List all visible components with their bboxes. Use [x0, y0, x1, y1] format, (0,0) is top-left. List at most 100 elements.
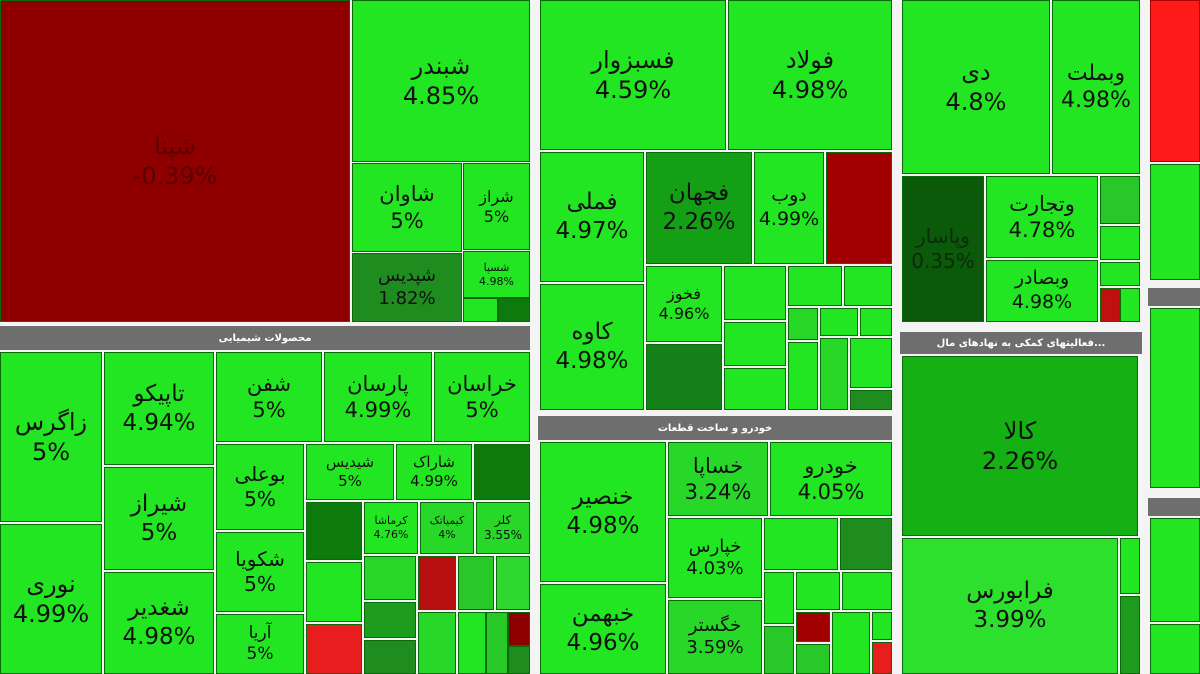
change-label: 4.99% — [344, 398, 412, 422]
tile[interactable]: فرابورس 3.99% — [902, 538, 1118, 674]
tile[interactable]: دی 4.8% — [902, 0, 1050, 174]
tile[interactable]: شبندر 4.85% — [352, 0, 530, 162]
tile[interactable]: وتجارت 4.78% — [986, 176, 1098, 258]
change-label: 1.82% — [378, 287, 436, 309]
change-label: 3.24% — [684, 480, 752, 504]
change-label: 4.78% — [1008, 218, 1076, 242]
ticker: فسبزوار — [591, 46, 675, 74]
ticker: پارسان — [347, 371, 409, 396]
tile[interactable]: بوعلی 5% — [216, 444, 304, 530]
change-label: 5% — [244, 487, 276, 511]
tile[interactable]: خگستر 3.59% — [668, 600, 762, 674]
tile — [498, 298, 530, 322]
tile[interactable]: وپاسار 0.35% — [902, 176, 984, 322]
ticker: وبملت — [1066, 60, 1126, 86]
tile[interactable]: فملی 4.97% — [540, 152, 644, 282]
tile — [764, 518, 838, 570]
tile[interactable]: شاراک 4.99% — [396, 444, 472, 500]
ticker: شیراز — [130, 490, 188, 517]
tile — [646, 344, 722, 410]
tile — [458, 556, 494, 610]
tile — [850, 338, 892, 388]
tile[interactable]: خپارس 4.03% — [668, 518, 762, 598]
ticker: فجهان — [668, 180, 730, 207]
ticker: کلر — [494, 513, 512, 527]
ticker: شبندر — [411, 52, 471, 80]
ticker: دوب — [771, 184, 807, 207]
change-label: 5% — [246, 644, 274, 664]
change-label: 5% — [31, 438, 71, 466]
change-label: 4.85% — [402, 82, 480, 110]
change-label: 5% — [252, 398, 286, 422]
tile[interactable]: زاگرس 5% — [0, 352, 102, 522]
change-label: 4.76% — [373, 528, 409, 541]
tile[interactable]: شپدیس 1.82% — [352, 253, 462, 322]
tile[interactable]: خنصیر 4.98% — [540, 442, 666, 582]
tile — [508, 646, 530, 674]
tile[interactable]: کالا 2.26% — [902, 356, 1138, 536]
tile — [826, 152, 892, 264]
ticker: شیدیس — [325, 453, 375, 472]
tile[interactable]: خبهمن 4.96% — [540, 584, 666, 674]
tile[interactable]: آریا 5% — [216, 614, 304, 674]
tile[interactable]: وبملت 4.98% — [1052, 0, 1140, 174]
change-label: 3.55% — [483, 528, 523, 542]
ticker: خنصیر — [572, 484, 634, 511]
tile — [788, 308, 818, 340]
ticker: فرابورس — [966, 578, 1054, 605]
tile[interactable]: شکویا 5% — [216, 532, 304, 612]
tile[interactable]: پارسان 4.99% — [324, 352, 432, 442]
tile[interactable]: فسبزوار 4.59% — [540, 0, 726, 150]
tile[interactable]: شاوان 5% — [352, 163, 462, 252]
tile[interactable]: وبصادر 4.98% — [986, 260, 1098, 322]
tile[interactable]: خساپا 3.24% — [668, 442, 768, 516]
tile — [364, 556, 416, 600]
tile[interactable]: کلر 3.55% — [476, 502, 530, 554]
tile — [764, 626, 794, 674]
tile[interactable]: شیدیس 5% — [306, 444, 394, 500]
tile[interactable]: نوری 4.99% — [0, 524, 102, 674]
tile — [306, 624, 362, 674]
change-label: 5% — [483, 206, 510, 226]
tile — [1100, 288, 1120, 322]
ticker: وپاسار — [916, 224, 970, 248]
tile[interactable]: دوب 4.99% — [754, 152, 824, 264]
tile — [364, 602, 416, 638]
tile[interactable]: فولاد 4.98% — [728, 0, 892, 150]
tile[interactable]: شیراز 5% — [104, 467, 214, 570]
tile[interactable]: شراز 5% — [463, 163, 530, 250]
ticker: کاوه — [571, 319, 613, 346]
tile[interactable]: فجهان 2.26% — [646, 152, 752, 264]
change-label: 4.98% — [566, 513, 640, 539]
change-label: 4.98% — [122, 624, 196, 650]
tile — [1120, 538, 1140, 594]
ticker: فملی — [566, 189, 618, 216]
change-label: 4.59% — [594, 76, 672, 104]
tile[interactable]: شپنا -0.39% — [0, 0, 350, 322]
tile[interactable]: فخوز 4.96% — [646, 266, 722, 342]
tile — [1150, 0, 1200, 162]
tile[interactable]: شسپا 4.98% — [463, 251, 530, 298]
tile[interactable]: کیمیاتک 4% — [420, 502, 474, 554]
tile — [850, 390, 892, 410]
tile[interactable]: کرماشا 4.76% — [364, 502, 418, 554]
tile — [796, 572, 840, 610]
ticker: کیمیاتک — [429, 514, 465, 528]
tile — [463, 298, 498, 322]
change-label: 5% — [338, 472, 362, 490]
tile — [306, 502, 362, 560]
change-label: 5% — [390, 208, 424, 233]
tile[interactable]: تاپیکو 4.94% — [104, 352, 214, 465]
tile[interactable]: شغدیر 4.98% — [104, 572, 214, 674]
section-header — [1148, 288, 1200, 306]
change-label: 4.96% — [566, 630, 640, 656]
ticker: شفن — [246, 371, 292, 396]
change-label: 4.98% — [1011, 291, 1073, 313]
tile[interactable]: خراسان 5% — [434, 352, 530, 442]
change-label: 4.99% — [12, 600, 90, 628]
tile[interactable]: شفن 5% — [216, 352, 322, 442]
change-label: 4.98% — [479, 274, 514, 288]
tile[interactable]: کاوه 4.98% — [540, 284, 644, 410]
change-label: 3.59% — [686, 637, 744, 658]
tile[interactable]: خودرو 4.05% — [770, 442, 892, 516]
